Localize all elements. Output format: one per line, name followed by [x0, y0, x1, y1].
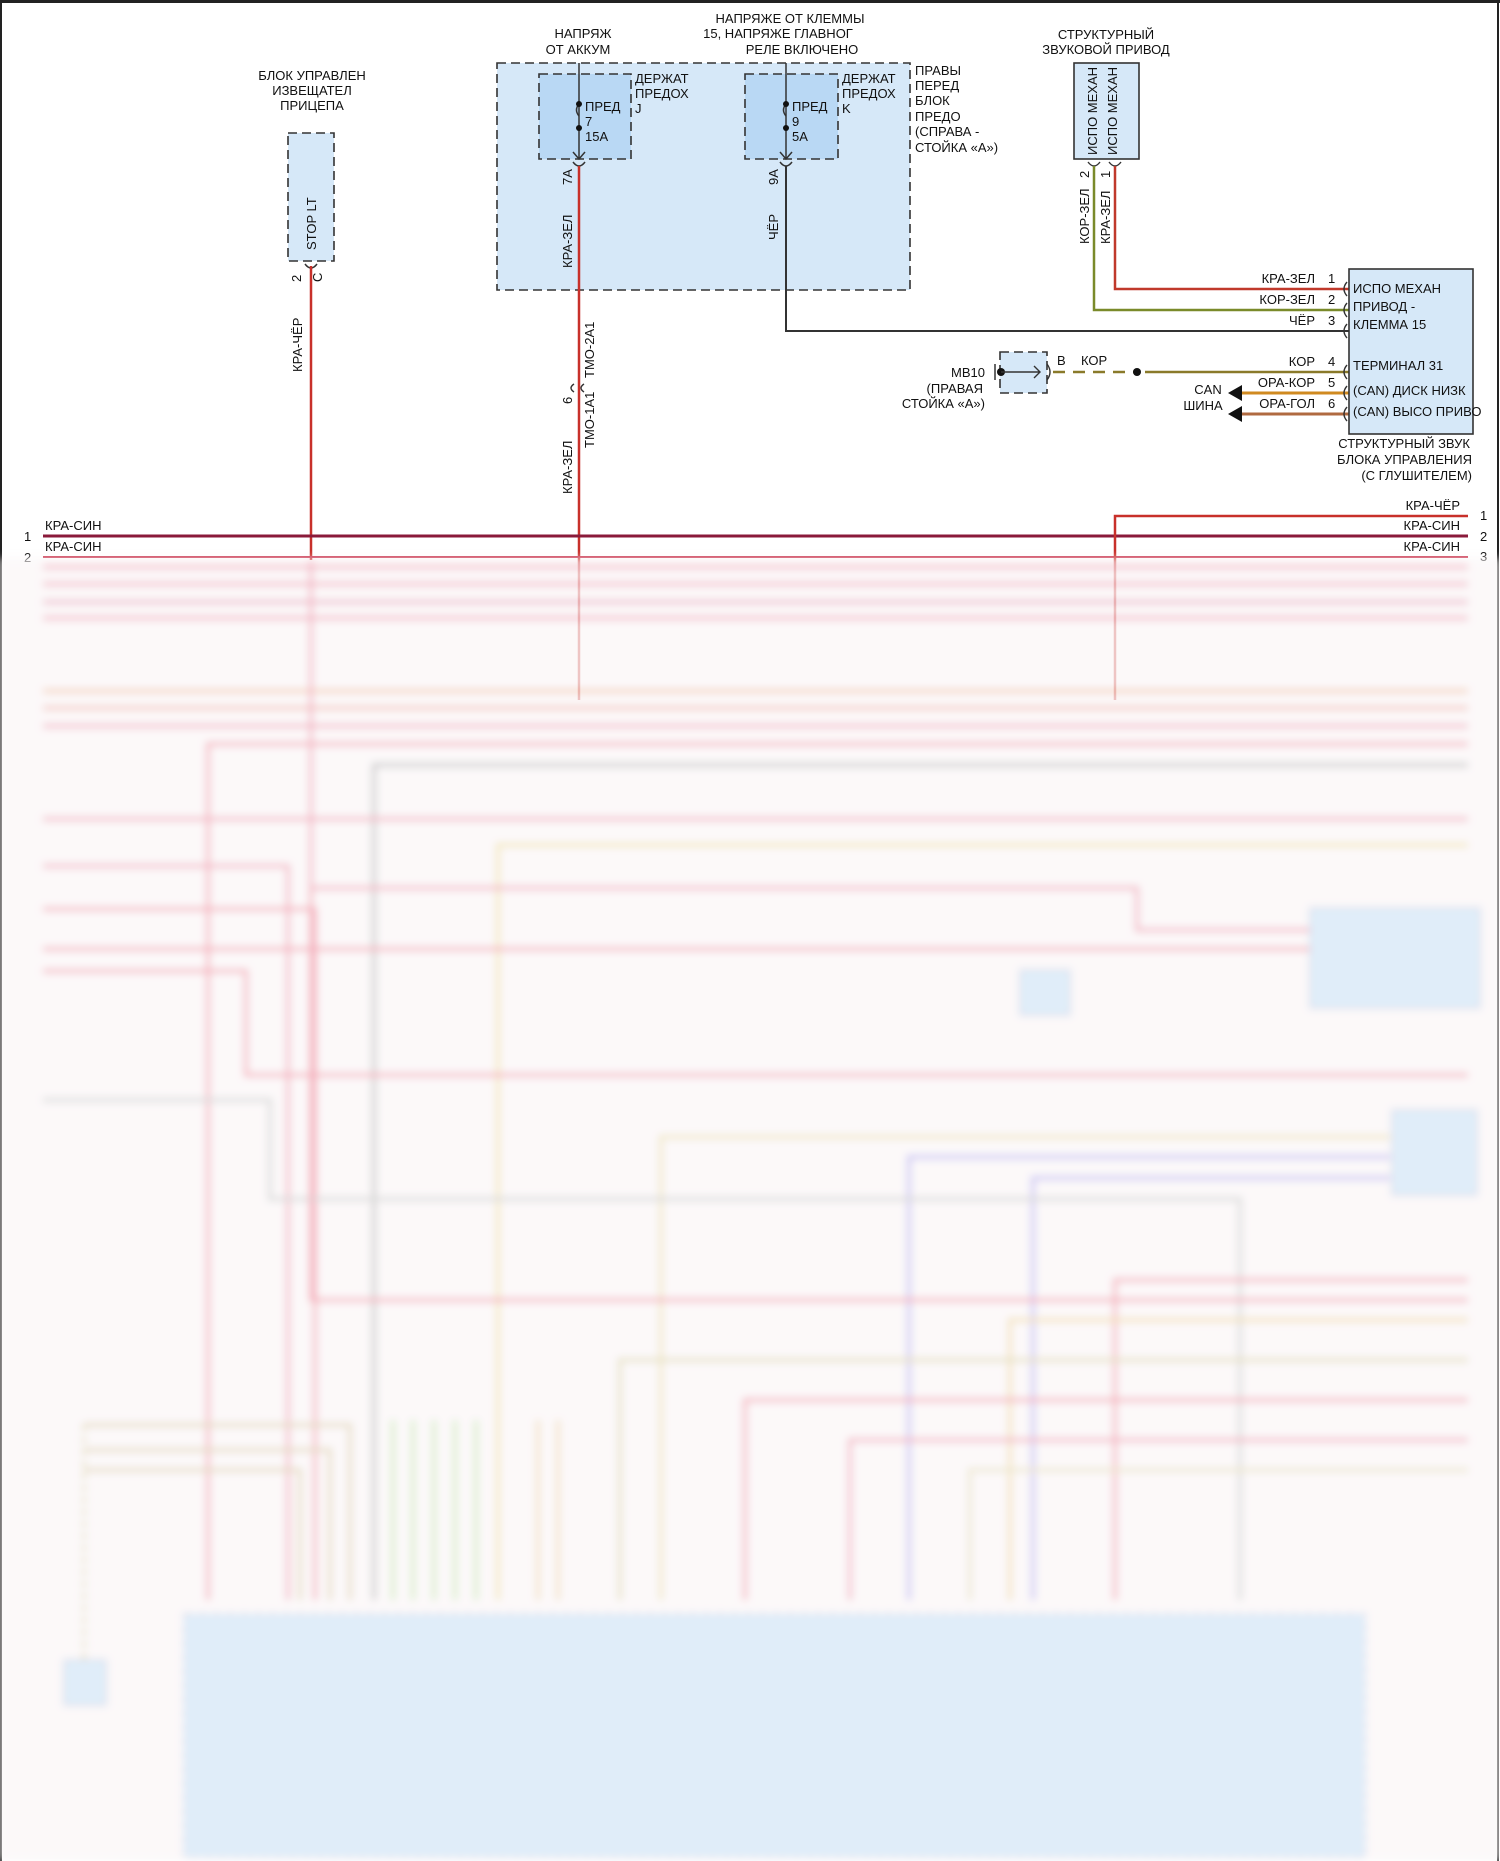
ground-location: (ПРАВАЯ [927, 381, 983, 396]
stop-lt-pin: STOP LT [304, 197, 319, 250]
wire-label: КОР-ЗЕЛ [1259, 292, 1315, 307]
pin-number: 9A [766, 169, 781, 185]
actuator-pin-label: ИСПО МЕХАН [1105, 67, 1120, 155]
pin-number: 2 [1480, 529, 1487, 544]
wire-label: КРА-СИН [1404, 539, 1461, 554]
can-label: ШИНА [1183, 398, 1223, 413]
fuse-label: ПРЕД [792, 99, 828, 114]
wire-label: ОРА-ГОЛ [1259, 396, 1315, 411]
pin-number: 3 [1328, 313, 1335, 328]
pin-number: 1 [1328, 271, 1335, 286]
wire-label: ЧЁР [766, 214, 781, 240]
pin-number: 2 [1328, 292, 1335, 307]
fuse-holder-label: ПРЕДОХ [842, 86, 896, 101]
pin-number: 4 [1328, 354, 1335, 369]
can-label: CAN [1194, 382, 1221, 397]
trailer-title: ПРИЦЕПА [280, 98, 344, 113]
trailer-title: БЛОК УПРАВЛЕН [258, 68, 366, 83]
pin-number: 2 [1077, 171, 1092, 178]
wire-label: КРА-СИН [45, 539, 102, 554]
fuse-holder-label: ДЕРЖАТ [842, 71, 896, 86]
pin-number: 2 [289, 275, 304, 282]
fuse-box-label: СТОЙКА «А») [915, 140, 998, 155]
trailer-title: ИЗВЕЩАТЕЛ [272, 83, 352, 98]
fuse-holder-label: ДЕРЖАТ [635, 71, 689, 86]
blurred-section [0, 558, 1500, 1861]
connector-id: TMO-2A1 [582, 322, 597, 378]
wire-label: КРА-СИН [45, 518, 102, 533]
fuse-number: 7 [585, 114, 592, 129]
module-title: СТРУКТУРНЫЙ ЗВУК [1338, 436, 1470, 451]
wire-label: КРА-ЗЕЛ [1098, 191, 1113, 244]
pin-number: 6 [560, 397, 575, 404]
fuse-box-label: (СПРАВА - [915, 124, 979, 139]
connector-id: C [310, 273, 325, 282]
wire-pin1 [1113, 166, 1349, 291]
module-title: БЛОКА УПРАВЛЕНИЯ [1337, 452, 1472, 467]
actuator-title: СТРУКТУРНЫЙ [1058, 27, 1154, 42]
connector-tmo: 6 TMO-2A1 TMO-1A1 КРА-ЗЕЛ [560, 322, 597, 494]
module-pin-label: ИСПО МЕХАН [1353, 281, 1441, 296]
fuse-box-label: ПРЕДО [915, 109, 961, 124]
module-pin-label: (CAN) ВЫСО ПРИВО [1353, 404, 1481, 419]
actuator-pin-label: ИСПО МЕХАН [1085, 67, 1100, 155]
bus: 1 КРА-СИН 2 КРА-СИН КРА-ЧЁР 1 КРА-СИН 2 … [24, 498, 1487, 700]
can-arrow-icon [1228, 385, 1242, 422]
wire-label: КРА-ЗЕЛ [560, 215, 575, 268]
wire-label: ОРА-КОР [1258, 375, 1315, 390]
wire-label: КРА-ЧЁР [290, 318, 305, 372]
connector-icon [1343, 281, 1348, 422]
wire-fuse-k [785, 166, 1349, 332]
connector-id: TMO-1A1 [582, 392, 597, 448]
k15-label: НАПРЯЖЕ ОТ КЛЕММЫ [716, 11, 865, 26]
k15-label: 15, НАПРЯЖЕ ГЛАВНОГ [703, 26, 853, 41]
pin-number: 5 [1328, 375, 1335, 390]
ground-location: СТОЙКА «А») [902, 396, 985, 411]
actuator-title: ЗВУКОВОЙ ПРИВОД [1042, 42, 1170, 57]
module-pin-label: ТЕРМИНАЛ 31 [1353, 358, 1443, 373]
ground-mb10: MB10 (ПРАВАЯ СТОЙКА «А») B КОР [902, 351, 1107, 411]
wire-label: КОР [1289, 354, 1315, 369]
wire-label: КРА-ЧЁР [1406, 498, 1460, 513]
ground-name: MB10 [951, 365, 985, 380]
wire-pin2 [1092, 166, 1349, 312]
battery-label: НАПРЯЖ [554, 26, 611, 41]
fuse-holder-label: ПРЕДОХ [635, 86, 689, 101]
sound-actuator: СТРУКТУРНЫЙ ЗВУКОВОЙ ПРИВОД ИСПО МЕХАН И… [1042, 27, 1170, 244]
pin-number: 1 [1480, 508, 1487, 523]
pin-number: 7A [560, 169, 575, 185]
module-title: (С ГЛУШИТЕЛЕМ) [1361, 468, 1472, 483]
wire-label: КРА-СИН [1404, 518, 1461, 533]
fuse-label: ПРЕД [585, 99, 621, 114]
sound-module: ИСПО МЕХАН ПРИВОД - КЛЕММА 15 ТЕРМИНАЛ 3… [1337, 268, 1481, 483]
pin-number: 1 [24, 529, 31, 544]
pin-number: 2 [24, 550, 31, 565]
fuse-rating: 15A [585, 129, 608, 144]
fuse-number: 9 [792, 114, 799, 129]
fuse-holder-label: K [842, 101, 851, 116]
fuse-box-label: ПРАВЫ [915, 63, 961, 78]
pin-number: 6 [1328, 396, 1335, 411]
battery-label: ОТ АККУМ [546, 42, 611, 57]
module-pin-label: ПРИВОД - [1353, 299, 1415, 314]
pin-number: B [1057, 353, 1066, 368]
module-pin-label: КЛЕММА 15 [1353, 317, 1426, 332]
module-pin-label: (CAN) ДИСК НИЗК [1353, 383, 1466, 398]
fuse-box-label: БЛОК [915, 93, 950, 108]
wire-label: КРА-ЗЕЛ [1262, 271, 1315, 286]
trailer-module: БЛОК УПРАВЛЕН ИЗВЕЩАТЕЛ ПРИЦЕПА STOP LT … [258, 68, 366, 560]
fuse-rating: 5A [792, 129, 808, 144]
k15-label: РЕЛЕ ВКЛЮЧЕНО [746, 42, 858, 57]
pin-number: 1 [1098, 171, 1113, 178]
wire-label: ЧЁР [1289, 313, 1315, 328]
wire-label: КОР [1081, 353, 1107, 368]
fuse-box-label: ПЕРЕД [915, 78, 959, 93]
wire-label: КРА-ЗЕЛ [560, 441, 575, 494]
wire-label: КОР-ЗЕЛ [1077, 188, 1092, 244]
fuse-box: ПРАВЫ ПЕРЕД БЛОК ПРЕДО (СПРАВА - СТОЙКА … [496, 62, 998, 291]
pin-number: 3 [1480, 549, 1487, 564]
fuse-holder-label: J [635, 101, 642, 116]
